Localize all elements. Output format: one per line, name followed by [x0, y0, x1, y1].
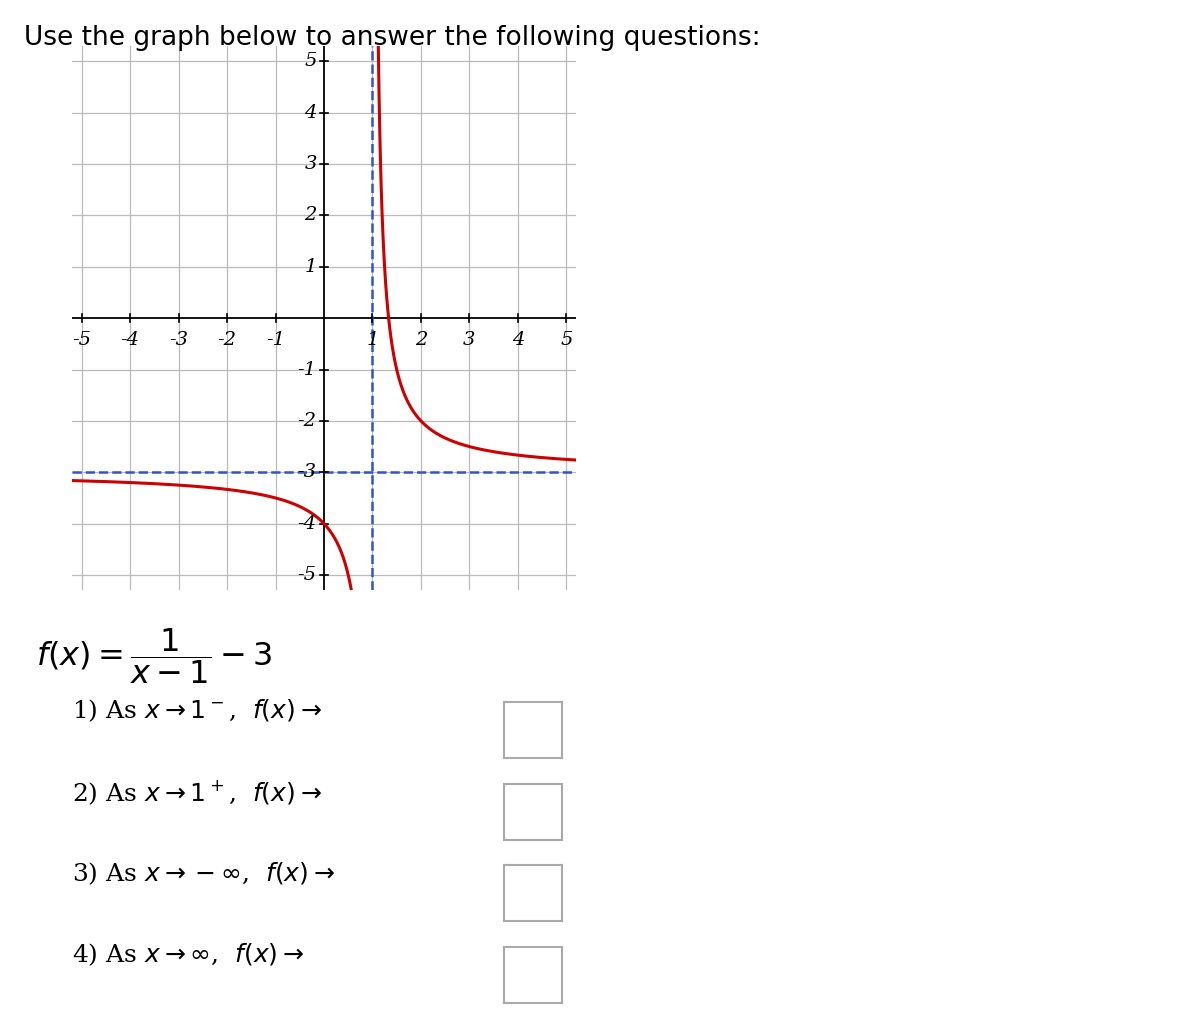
- Text: 4: 4: [511, 331, 524, 349]
- Text: -1: -1: [266, 331, 286, 349]
- Text: 5: 5: [560, 331, 572, 349]
- Text: -1: -1: [298, 360, 317, 379]
- Text: 1: 1: [305, 258, 317, 276]
- Text: 3: 3: [305, 155, 317, 173]
- Text: 3) As $x \to -\infty$,  $f(x) \to$: 3) As $x \to -\infty$, $f(x) \to$: [72, 860, 335, 887]
- Text: 2: 2: [415, 331, 427, 349]
- Text: 2: 2: [305, 207, 317, 224]
- Text: $f(x) = \dfrac{1}{x - 1} - 3$: $f(x) = \dfrac{1}{x - 1} - 3$: [36, 626, 272, 686]
- Text: -4: -4: [121, 331, 139, 349]
- Text: -5: -5: [298, 566, 317, 584]
- Text: -4: -4: [298, 515, 317, 532]
- Text: Use the graph below to answer the following questions:: Use the graph below to answer the follow…: [24, 25, 761, 52]
- Text: 4) As $x \to \infty$,  $f(x) \to$: 4) As $x \to \infty$, $f(x) \to$: [72, 942, 305, 968]
- Text: 2) As $x \to 1^+$,  $f(x) \to$: 2) As $x \to 1^+$, $f(x) \to$: [72, 779, 322, 807]
- Text: 3: 3: [463, 331, 475, 349]
- Text: -2: -2: [298, 412, 317, 430]
- Text: 4: 4: [305, 104, 317, 121]
- Text: -3: -3: [298, 463, 317, 482]
- Text: 1) As $x \to 1^-$,  $f(x) \to$: 1) As $x \to 1^-$, $f(x) \to$: [72, 697, 322, 724]
- Text: -3: -3: [169, 331, 188, 349]
- Text: 1: 1: [366, 331, 379, 349]
- Text: 5: 5: [305, 52, 317, 70]
- Text: -2: -2: [217, 331, 236, 349]
- Text: -5: -5: [72, 331, 91, 349]
